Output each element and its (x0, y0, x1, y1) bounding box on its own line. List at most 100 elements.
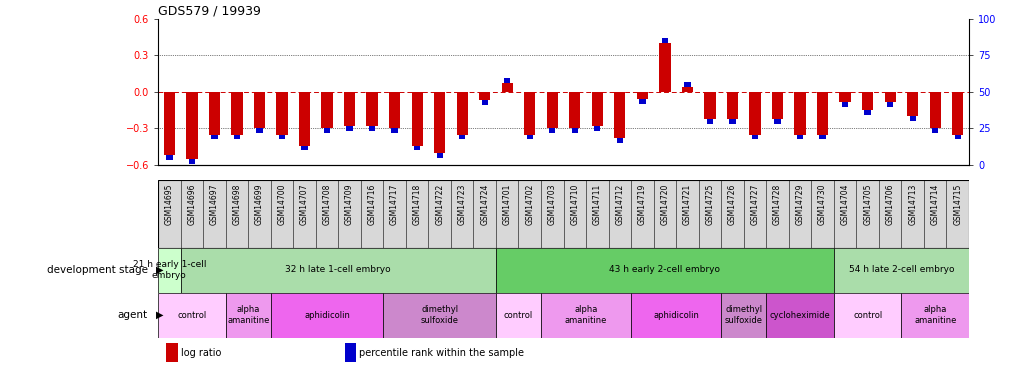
Bar (321, 92, 332, 128)
Text: ▶: ▶ (156, 310, 163, 320)
Text: alpha
amanitine: alpha amanitine (227, 305, 269, 325)
Text: GSM14729: GSM14729 (795, 183, 804, 225)
Text: alpha
amanitine: alpha amanitine (913, 305, 956, 325)
Bar (636, 92, 647, 99)
Bar (661, 38, 667, 43)
Bar (834, 292, 901, 338)
Bar (276, 92, 287, 135)
Bar (278, 135, 285, 140)
Text: 21 h early 1-cell
embryо: 21 h early 1-cell embryо (132, 260, 206, 280)
Bar (369, 126, 375, 131)
Bar (388, 92, 399, 128)
Bar (158, 292, 225, 338)
Bar (391, 128, 397, 133)
Text: cycloheximide: cycloheximide (769, 310, 829, 320)
Bar (794, 92, 805, 135)
Bar (765, 292, 834, 338)
Bar (457, 92, 468, 135)
Text: GSM14702: GSM14702 (525, 183, 534, 225)
Bar (571, 128, 578, 133)
Bar (546, 92, 557, 128)
Bar (901, 292, 968, 338)
Text: GSM14712: GSM14712 (614, 183, 624, 225)
Text: GSM14728: GSM14728 (772, 183, 782, 225)
Text: GSM14713: GSM14713 (907, 183, 916, 225)
Bar (861, 92, 872, 110)
Bar (344, 343, 356, 362)
Bar (954, 135, 960, 140)
Bar (301, 146, 308, 150)
Text: GSM14717: GSM14717 (389, 183, 398, 225)
Bar (481, 100, 487, 105)
Bar (254, 92, 265, 128)
Bar (834, 248, 968, 292)
Text: GSM14709: GSM14709 (344, 183, 354, 225)
Text: ▶: ▶ (156, 265, 163, 275)
Bar (459, 135, 465, 140)
Bar (256, 128, 262, 133)
Text: 32 h late 1-cell embryo: 32 h late 1-cell embryo (285, 266, 390, 274)
Bar (594, 126, 600, 131)
Text: GSM14714: GSM14714 (929, 183, 938, 225)
Text: GSM14695: GSM14695 (165, 183, 173, 225)
Text: GSM14722: GSM14722 (435, 183, 443, 225)
Text: GSM14697: GSM14697 (210, 183, 219, 225)
Text: aphidicolin: aphidicolin (304, 310, 350, 320)
Text: GSM14703: GSM14703 (547, 183, 556, 225)
Text: GSM14718: GSM14718 (413, 183, 421, 225)
Bar (225, 292, 270, 338)
Text: dimethyl
sulfoxide: dimethyl sulfoxide (725, 305, 762, 325)
Bar (231, 92, 243, 135)
Text: GSM14730: GSM14730 (817, 183, 826, 225)
Bar (951, 92, 962, 135)
Bar (166, 155, 172, 160)
Bar (501, 83, 513, 92)
Text: agent: agent (117, 310, 148, 320)
Bar (411, 92, 422, 146)
Bar (434, 92, 445, 153)
Bar (684, 82, 690, 87)
Text: GSM14699: GSM14699 (255, 183, 264, 225)
Text: GSM14700: GSM14700 (277, 183, 286, 225)
Text: GSM14726: GSM14726 (728, 183, 737, 225)
Text: GSM14707: GSM14707 (300, 183, 309, 225)
Bar (186, 92, 198, 159)
Bar (233, 135, 239, 140)
Bar (524, 92, 535, 135)
Text: GSM14706: GSM14706 (884, 183, 894, 225)
Text: GSM14704: GSM14704 (840, 183, 849, 225)
Bar (883, 92, 895, 102)
Bar (164, 92, 175, 155)
Bar (658, 43, 669, 92)
Bar (706, 118, 712, 124)
Bar (887, 102, 893, 106)
Bar (729, 118, 735, 124)
Bar (180, 248, 495, 292)
Text: GSM14716: GSM14716 (367, 183, 376, 225)
Text: control: control (503, 310, 533, 320)
Text: aphidicolin: aphidicolin (652, 310, 698, 320)
Bar (727, 92, 738, 118)
Text: percentile rank within the sample: percentile rank within the sample (359, 348, 524, 357)
Bar (816, 92, 827, 135)
Text: GDS579 / 19939: GDS579 / 19939 (158, 4, 261, 18)
Bar (346, 126, 353, 131)
Bar (503, 78, 510, 83)
Bar (548, 128, 555, 133)
Bar (771, 92, 783, 118)
Bar (928, 92, 940, 128)
Bar (704, 92, 715, 118)
Bar (343, 92, 355, 126)
Text: GSM14719: GSM14719 (637, 183, 646, 225)
Bar (591, 92, 602, 126)
Text: 43 h early 2-cell embryo: 43 h early 2-cell embryo (608, 266, 719, 274)
Text: GSM14711: GSM14711 (592, 183, 601, 225)
Bar (383, 292, 495, 338)
Bar (616, 138, 623, 143)
Bar (931, 128, 937, 133)
Bar (773, 118, 780, 124)
Text: dimethyl
sulfoxide: dimethyl sulfoxide (420, 305, 459, 325)
Text: GSM14701: GSM14701 (502, 183, 512, 225)
Bar (751, 135, 757, 140)
Bar (639, 99, 645, 104)
